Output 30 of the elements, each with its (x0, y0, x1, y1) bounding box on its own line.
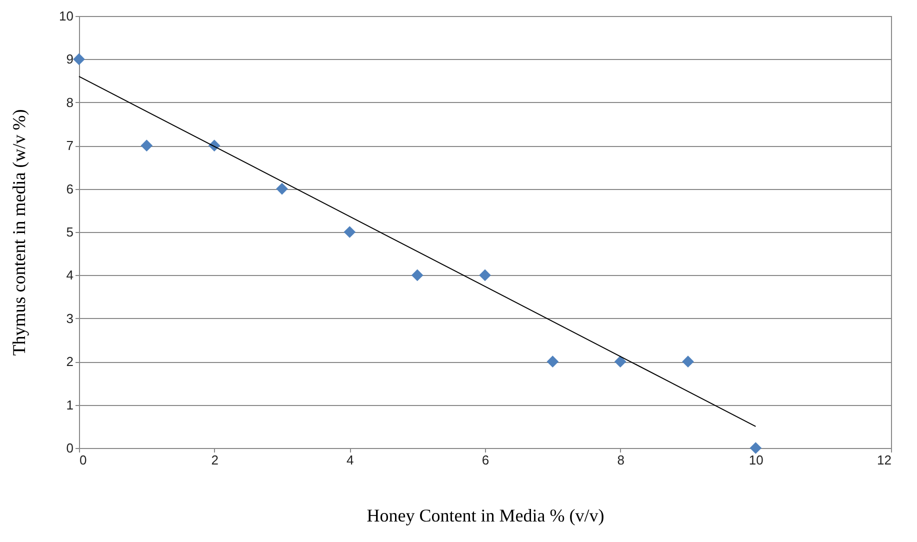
x-tick-label: 6 (482, 452, 490, 468)
point (546, 356, 559, 368)
x-tick-label: 12 (877, 452, 892, 468)
x-axis-title: Honey Content in Media % (v/v) (366, 506, 604, 526)
point (479, 269, 491, 282)
y-tick-label: 8 (66, 94, 74, 110)
y-tick-label: 3 (66, 310, 74, 326)
point (682, 356, 694, 368)
y-tick-label: 2 (66, 354, 74, 370)
y-tick-label: 1 (66, 397, 74, 412)
point (140, 140, 153, 152)
x-tick-label: 10 (748, 452, 764, 468)
point (276, 182, 288, 195)
y-tick-label: 9 (66, 52, 74, 67)
x-tick-label: 8 (617, 452, 624, 468)
point (614, 356, 626, 368)
point (750, 442, 762, 454)
point (73, 53, 85, 66)
y-axis-title: Thymus content in media (w/v %) (9, 109, 30, 356)
x-tick-label: 4 (346, 452, 354, 468)
x-tick-label: 0 (80, 452, 87, 468)
y-tick-label: 5 (66, 224, 74, 240)
y-tick-label: 0 (66, 440, 74, 456)
y-tick-label: 7 (66, 138, 74, 154)
point (411, 269, 424, 282)
y-tick-label: 10 (59, 8, 74, 24)
y-tick-label: 6 (66, 181, 74, 196)
x-tick-label: 2 (211, 452, 218, 468)
point (344, 226, 356, 238)
y-tick-label: 4 (66, 268, 74, 283)
